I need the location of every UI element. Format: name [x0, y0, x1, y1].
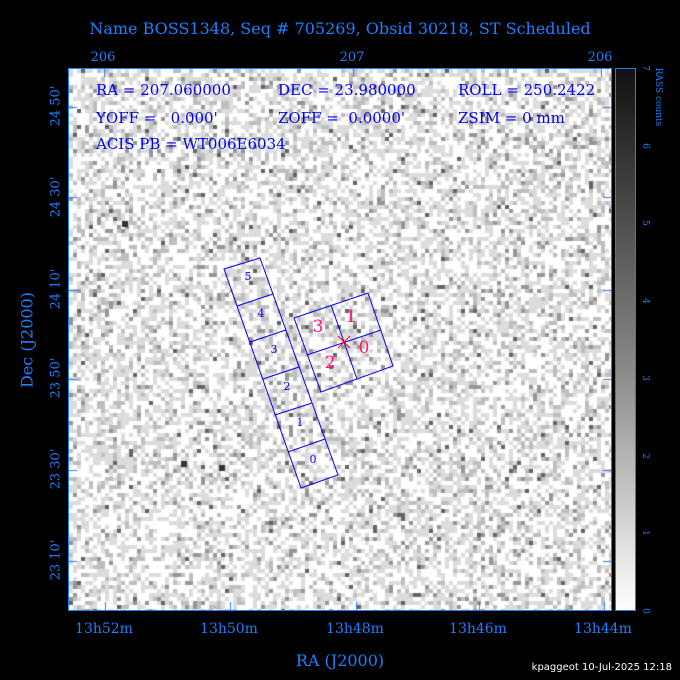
acis-i-chip-label: 2 [325, 353, 336, 373]
acis-i-chip-label: 3 [313, 317, 324, 337]
acis-i-chip-label: 1 [346, 307, 357, 327]
colorbar-tick-label: 7 [640, 65, 650, 71]
colorbar-tick-label: 6 [640, 142, 650, 149]
sky-image-panel: 5 4 3 2 1 0 3 1 2 0 RA = 207.060000 DEC … [68, 68, 612, 611]
bottom-axis-label: 13h44m [574, 621, 632, 637]
colorbar [615, 68, 636, 611]
acis-s-chip-label: 2 [284, 380, 291, 393]
left-axis-label: 23 50' [48, 357, 64, 399]
acis-s-chip-label: 4 [258, 307, 265, 320]
top-axis-label: 206 [587, 50, 613, 65]
rass-sky-image [69, 69, 611, 610]
ra-readout: RA = 207.060000 [96, 81, 231, 99]
colorbar-tick-label: 3 [640, 375, 650, 382]
x-axis-title: RA (J2000) [295, 651, 385, 670]
chip-divider [262, 366, 300, 380]
colorbar-tick-label: 0 [640, 608, 650, 614]
acis-s-chip-label: 3 [271, 343, 278, 356]
zoff-readout: ZOFF = 0.0000' [278, 109, 406, 127]
footer-stamp: kpaggeot 10-Jul-2025 12:18 [531, 662, 672, 673]
chip-divider [287, 438, 326, 453]
colorbar-tick-label: 2 [640, 452, 650, 459]
dec-readout: DEC = 23.980000 [278, 81, 416, 99]
left-axis-label: 24 10' [48, 268, 64, 310]
top-axis-label: 207 [339, 50, 365, 65]
top-axis-label: 206 [90, 50, 116, 65]
acis-i-outline [293, 292, 394, 393]
colorbar-tick-label: 5 [640, 220, 650, 227]
colorbar-tick-label: 1 [640, 530, 650, 537]
bottom-axis-label: 13h48m [326, 621, 384, 637]
left-axis-label: 23 30' [48, 448, 64, 490]
bottom-axis-label: 13h50m [200, 621, 258, 637]
bottom-axis-label: 13h52m [75, 621, 133, 637]
chip-divider [249, 329, 287, 343]
aimpoint-marker [337, 335, 351, 349]
acis-s-chip-label: 5 [245, 270, 252, 283]
acis-i-chip-label: 0 [359, 338, 370, 358]
bottom-axis-label: 13h46m [449, 621, 507, 637]
chip-divider [236, 293, 274, 307]
acis-s-chip-label: 1 [297, 416, 304, 429]
zsim-readout: ZSIM = 0 mm [458, 109, 565, 127]
y-axis-title: Dec (J2000) [17, 292, 37, 388]
acis-s-chip-label: 0 [310, 453, 317, 466]
chip-divider [274, 402, 313, 416]
left-axis-label: 24 50' [48, 85, 64, 127]
left-axis-label: 24 30' [48, 176, 64, 218]
plot-title: Name BOSS1348, Seq # 705269, Obsid 30218… [89, 19, 591, 38]
roll-readout: ROLL = 250.2422 [458, 81, 596, 99]
left-axis-label: 23 10' [48, 539, 64, 581]
colorbar-tick-label: 4 [640, 297, 650, 304]
colorbar-title: RASS counts [653, 67, 663, 127]
yoff-readout: YOFF = 0.000' [96, 109, 218, 127]
acis-chip-overlay: 5 4 3 2 1 0 3 1 2 0 [223, 257, 394, 489]
acis-pb-readout: ACIS PB = WT006E6034 [96, 135, 286, 153]
